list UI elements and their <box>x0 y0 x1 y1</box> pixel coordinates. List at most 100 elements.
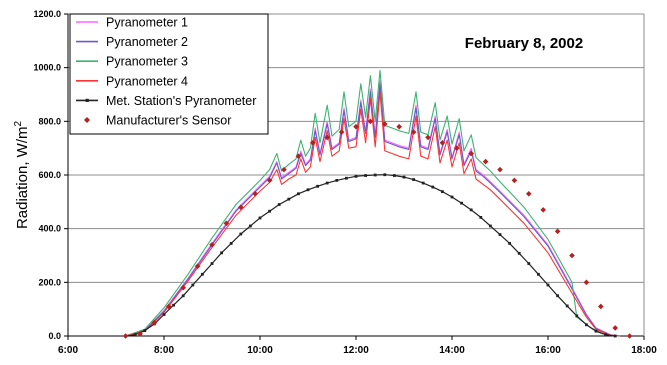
series-6-point <box>598 303 604 310</box>
series-5-point <box>249 224 252 228</box>
series-5-point <box>191 283 195 287</box>
x-tick-label: 16:00 <box>535 345 561 356</box>
series-5-point <box>306 188 310 192</box>
x-tick-label: 12:00 <box>343 345 369 356</box>
series-6-point <box>266 177 273 184</box>
series-5-point <box>201 272 204 276</box>
series-6-point <box>540 207 546 213</box>
series-5-point <box>450 195 454 199</box>
y-axis-title: Radiation, W/m2 <box>13 121 31 230</box>
series-5-point <box>479 215 483 219</box>
series-6-point <box>583 279 590 286</box>
series-5-point <box>143 329 147 333</box>
series-6-point <box>468 150 474 157</box>
legend-entry-6-label: Manufacturer's Sensor <box>106 114 231 128</box>
legend: Pyranometer 1 Pyranometer 2 Pyranometer 3 P… <box>69 13 269 135</box>
series-2-line <box>125 83 621 337</box>
series-5-point <box>220 251 223 255</box>
series-6-point <box>626 333 633 339</box>
series-6-point <box>137 331 143 337</box>
y-tick-label: 400.0 <box>38 224 61 234</box>
y-tick-label: 800.0 <box>38 116 61 126</box>
series-6-point <box>396 123 402 130</box>
series-5-point <box>469 208 473 212</box>
series-6-point <box>367 118 374 125</box>
series-5-point <box>460 201 463 205</box>
series-5-point <box>172 303 175 307</box>
series-5-point <box>508 242 511 245</box>
series-6-point <box>338 129 345 135</box>
series-group <box>122 69 633 339</box>
series-5-point <box>517 251 521 255</box>
series-3-line <box>125 69 621 337</box>
legend-entry-4-label: Pyranometer 4 <box>106 74 188 88</box>
series-6-point <box>194 263 201 270</box>
series-5-point <box>181 294 185 298</box>
series-6-point <box>238 204 244 210</box>
legend-box <box>69 13 269 135</box>
y-tick-label: 200.0 <box>38 277 61 287</box>
series-5-point <box>297 192 300 196</box>
series-5-point <box>258 216 262 220</box>
y-tick-label: 0.0 <box>48 331 61 341</box>
series-5-point <box>229 242 233 245</box>
axes: 0.0 200.0 400.0 600.0 800.0 1000.0 1200.0 6:00 8… <box>33 9 657 356</box>
series-4-line <box>125 91 621 337</box>
series-6-point <box>497 166 503 173</box>
chart-title: February 8, 2002 <box>465 35 583 52</box>
series-5-point <box>277 203 281 206</box>
series-5-point <box>556 294 559 298</box>
series-6-point <box>439 140 446 146</box>
series-5-point <box>594 329 598 333</box>
series-5-point <box>402 175 406 179</box>
series-6-point <box>122 333 129 339</box>
series-6-point <box>482 158 489 165</box>
legend-entry-5-marker <box>85 98 89 102</box>
x-tick-label: 18:00 <box>631 345 657 356</box>
series-5-point <box>546 283 550 287</box>
y-tick-label: 600.0 <box>38 170 61 180</box>
series-5-point <box>431 185 435 189</box>
series-5-point <box>565 304 569 308</box>
series-5-point <box>527 262 531 265</box>
series-5-point <box>412 178 415 181</box>
y-axis-title-main: Radiation, W/m <box>14 127 31 230</box>
svg-text:Radiation, W/m2: Radiation, W/m2 <box>13 121 31 230</box>
legend-entry-3-label: Pyranometer 3 <box>106 55 188 69</box>
series-5-point <box>325 181 329 185</box>
series-6-point <box>151 319 158 326</box>
series-6-point <box>209 241 215 248</box>
legend-entry-6-marker <box>84 117 90 123</box>
legend-entry-5-label: Met. Station's Pyranometer <box>106 94 256 108</box>
series-5-point <box>345 176 348 180</box>
series-6-point <box>252 190 258 197</box>
series-6-point <box>324 134 330 141</box>
series-5-point <box>575 314 579 318</box>
y-tick-label: 1200.0 <box>33 9 61 19</box>
series-6-point <box>382 121 388 127</box>
series-6-point <box>223 220 230 227</box>
series-5-point <box>421 181 425 185</box>
series-5-point <box>268 209 271 213</box>
series-5-point <box>210 262 214 265</box>
series-6-point <box>353 123 359 130</box>
series-6-point <box>612 325 618 331</box>
series-5-point <box>239 232 243 236</box>
series-5-point <box>537 272 540 276</box>
series-6-point <box>281 166 287 173</box>
legend-entry-1-label: Pyranometer 1 <box>106 16 188 30</box>
series-6-point <box>554 228 561 235</box>
y-axis-title-sup: 2 <box>13 121 24 127</box>
series-5-point <box>287 197 291 201</box>
x-tick-label: 6:00 <box>58 345 78 356</box>
y-tick-label: 1000.0 <box>33 63 61 73</box>
series-5-point <box>335 178 339 182</box>
series-6-point <box>410 129 417 135</box>
series-5-point <box>489 224 492 228</box>
series-5-point <box>133 333 137 337</box>
series-6-point <box>454 145 460 151</box>
series-5-point <box>316 184 319 188</box>
series-6-point <box>295 153 302 160</box>
